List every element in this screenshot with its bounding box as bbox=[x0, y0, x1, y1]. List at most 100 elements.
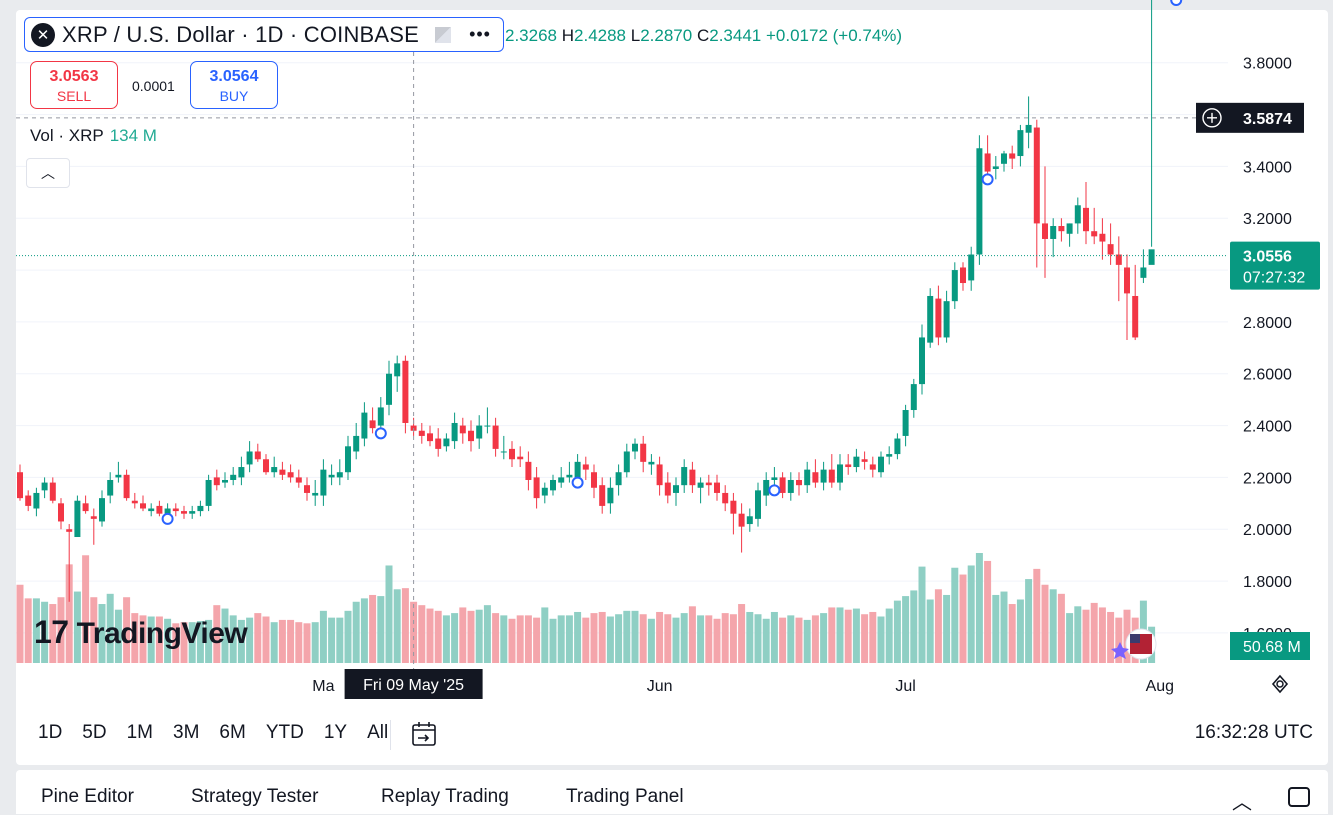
volume-legend[interactable]: Vol · XRP 134 M bbox=[30, 126, 157, 146]
volume-bar bbox=[869, 611, 877, 663]
volume-bar bbox=[647, 618, 655, 663]
logo-text: TradingView bbox=[76, 617, 248, 650]
volume-bar bbox=[524, 615, 532, 663]
candle-body bbox=[722, 492, 729, 504]
volume-bar bbox=[229, 615, 237, 663]
candle-body bbox=[787, 479, 794, 493]
chevron-up-icon[interactable]: ︿ bbox=[1232, 792, 1252, 814]
candle-body bbox=[615, 472, 622, 486]
volume-value: 134 M bbox=[109, 126, 157, 145]
volume-bar bbox=[820, 613, 828, 663]
volume-bar bbox=[369, 594, 377, 663]
add-alert-icon[interactable] bbox=[1202, 108, 1222, 128]
timeframe-ytd[interactable]: YTD bbox=[265, 722, 304, 743]
volume-bar bbox=[352, 601, 360, 663]
sell-button[interactable]: 3.0563 SELL bbox=[30, 61, 118, 109]
tab-replay-trading[interactable]: Replay Trading bbox=[381, 786, 509, 807]
candle-body bbox=[328, 474, 335, 478]
sparkle-icon[interactable] bbox=[1111, 642, 1129, 659]
y-tick-label: 2.2000 bbox=[1243, 470, 1292, 487]
volume-bar bbox=[893, 600, 901, 663]
crosshair-price-text: 3.5874 bbox=[1243, 111, 1292, 128]
candle-body bbox=[820, 469, 827, 483]
tab-strategy-tester[interactable]: Strategy Tester bbox=[191, 786, 319, 807]
tab-pine-editor[interactable]: Pine Editor bbox=[41, 786, 134, 807]
volume-bar bbox=[803, 619, 811, 663]
candle-body bbox=[82, 503, 89, 512]
tab-trading-panel[interactable]: Trading Panel bbox=[566, 786, 684, 807]
timeframe-all[interactable]: All bbox=[367, 722, 389, 743]
candle-body bbox=[123, 474, 130, 499]
timeframe-1m[interactable]: 1M bbox=[126, 722, 153, 743]
tradingview-logo[interactable]: 17 TradingView bbox=[34, 614, 248, 651]
candle-body bbox=[1009, 153, 1016, 159]
candle-body bbox=[25, 495, 32, 506]
low-value: 2.2870 bbox=[640, 26, 693, 45]
candle-body bbox=[41, 482, 48, 491]
more-icon[interactable]: ••• bbox=[469, 24, 491, 44]
volume-bar bbox=[336, 617, 344, 663]
plus-icon bbox=[1207, 112, 1217, 123]
volume-bar bbox=[196, 621, 204, 663]
volume-bar bbox=[237, 619, 245, 663]
volume-bar bbox=[984, 560, 992, 663]
symbol-legend[interactable]: ✕ XRP / U.S. Dollar · 1D · COINBASE ••• bbox=[24, 17, 504, 52]
candle-body bbox=[1025, 124, 1032, 133]
xrp-icon: ✕ bbox=[31, 22, 55, 47]
volume-bar bbox=[975, 553, 983, 663]
candle-body bbox=[115, 474, 122, 478]
volume-bar bbox=[1066, 613, 1074, 663]
volume-bar bbox=[721, 613, 729, 663]
candle-body bbox=[402, 360, 409, 423]
symbol-title[interactable]: XRP / U.S. Dollar · 1D · COINBASE bbox=[62, 21, 420, 47]
candle-body bbox=[755, 490, 761, 519]
timeframe-3m[interactable]: 3M bbox=[173, 722, 200, 743]
event-marker-icon[interactable] bbox=[571, 476, 584, 489]
timeframe-1y[interactable]: 1Y bbox=[323, 722, 348, 743]
calendar-goto-icon[interactable] bbox=[410, 720, 438, 748]
maximize-icon[interactable] bbox=[1288, 787, 1310, 807]
close-value: 2.3441 bbox=[709, 26, 762, 45]
volume-bar bbox=[1025, 579, 1033, 663]
volume-bar bbox=[533, 617, 541, 663]
candle-body bbox=[689, 469, 696, 486]
volume-bar bbox=[82, 555, 90, 663]
candle-body bbox=[148, 508, 155, 512]
volume-bar bbox=[746, 611, 754, 663]
candle-body bbox=[1107, 244, 1114, 255]
volume-bar bbox=[172, 623, 180, 663]
event-marker-icon[interactable] bbox=[161, 512, 174, 525]
bottom-panel bbox=[16, 770, 1328, 814]
y-tick-label: 2.8000 bbox=[1243, 315, 1292, 332]
volume-label: Vol · XRP bbox=[30, 126, 104, 145]
y-tick-label: 3.4000 bbox=[1243, 159, 1292, 176]
candle-body bbox=[336, 472, 343, 478]
event-marker-icon[interactable] bbox=[1170, 0, 1183, 6]
volume-bar bbox=[278, 619, 286, 663]
timeframe-6m[interactable]: 6M bbox=[219, 722, 246, 743]
event-marker-icon[interactable] bbox=[768, 484, 781, 497]
volume-badge-text: 50.68 M bbox=[1243, 639, 1301, 656]
candle-body bbox=[1140, 267, 1147, 278]
utc-clock[interactable]: 16:32:28 UTC bbox=[1194, 722, 1313, 743]
volume-bar bbox=[828, 607, 836, 663]
volume-bar bbox=[574, 611, 582, 663]
volume-bar bbox=[697, 615, 705, 663]
volume-bar bbox=[114, 609, 122, 663]
timeframe-1d[interactable]: 1D bbox=[38, 722, 63, 743]
timeframe-5d[interactable]: 5D bbox=[82, 722, 107, 743]
buy-button[interactable]: 3.0564 BUY bbox=[190, 61, 278, 109]
axis-settings-icon[interactable] bbox=[1271, 674, 1289, 694]
volume-bar bbox=[1049, 589, 1057, 663]
candle-body bbox=[1091, 231, 1098, 237]
event-marker-icon[interactable] bbox=[374, 427, 387, 440]
collapse-legend-button[interactable]: ︿ bbox=[26, 158, 70, 188]
candle-body bbox=[566, 474, 573, 478]
candle-body bbox=[1033, 127, 1040, 224]
volume-bar bbox=[615, 614, 623, 663]
flag-icon[interactable] bbox=[435, 26, 452, 43]
event-marker-icon[interactable] bbox=[981, 173, 994, 186]
volume-bar bbox=[967, 565, 975, 663]
candle-body bbox=[746, 516, 753, 525]
